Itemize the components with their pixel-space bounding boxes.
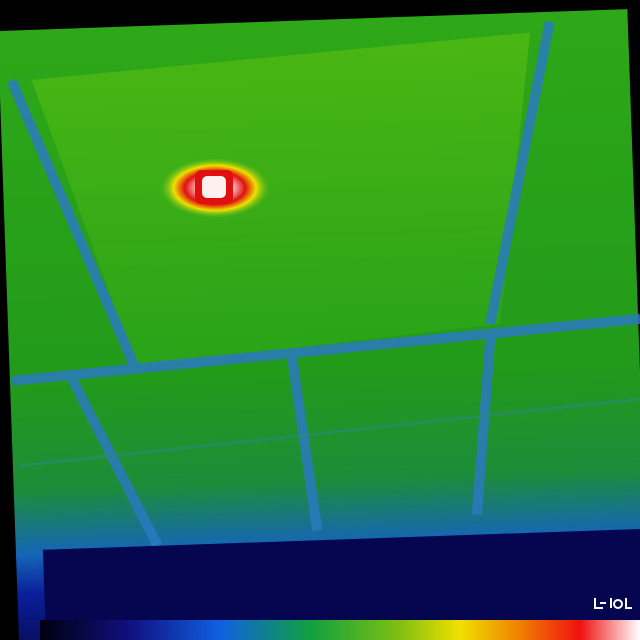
ceiling-panel — [31, 32, 531, 367]
image-frame — [0, 9, 640, 640]
grid-seams — [19, 397, 640, 468]
logo — [594, 598, 632, 609]
ceiling-beams — [6, 20, 640, 549]
color-scale — [40, 620, 640, 640]
hot-spot-core — [202, 176, 226, 198]
